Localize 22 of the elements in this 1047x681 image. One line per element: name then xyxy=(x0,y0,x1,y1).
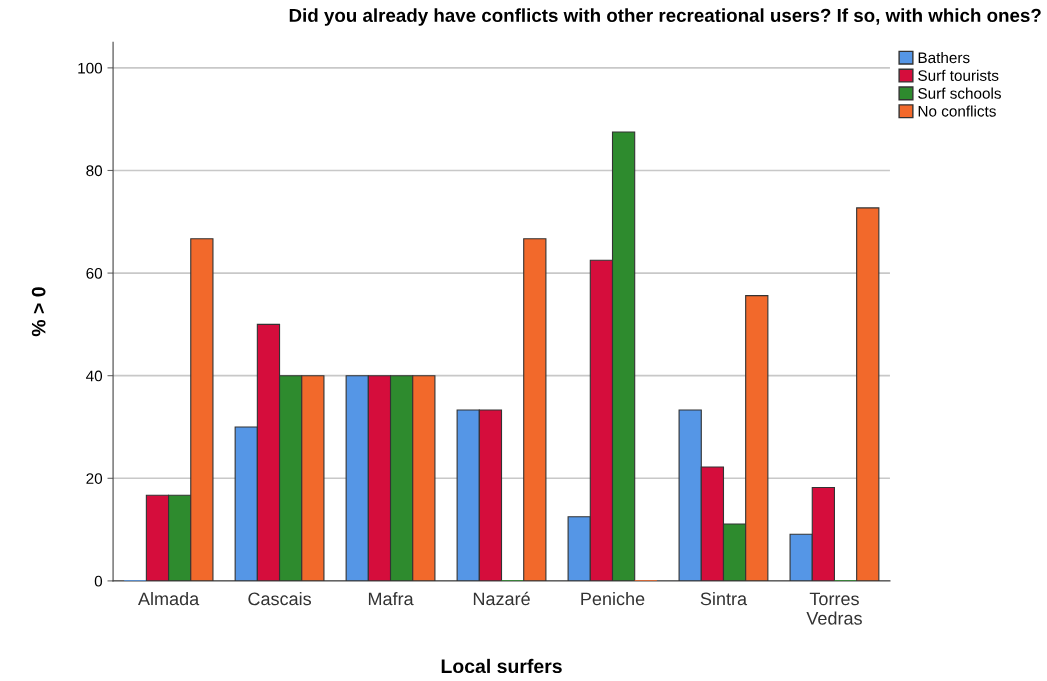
x-axis-title: Local surfers xyxy=(441,658,562,674)
x-tick-label: Almada xyxy=(138,592,200,606)
legend-label: No conflicts xyxy=(918,105,996,117)
legend-label: Surf tourists xyxy=(918,69,999,81)
y-axis-title: % > 0 xyxy=(31,287,46,337)
bar xyxy=(856,207,880,581)
x-tick-label: Mafra xyxy=(368,592,414,606)
y-tick-label: 40 xyxy=(86,370,103,382)
legend-label: Bathers xyxy=(918,51,970,64)
y-tick-label: 80 xyxy=(86,165,103,177)
y-tick-label: 20 xyxy=(86,473,103,484)
x-tick-label: Nazaré xyxy=(473,591,530,606)
x-tick-label: Peniche xyxy=(581,592,645,606)
y-tick-label: 100 xyxy=(78,62,103,74)
y-tick-label: 60 xyxy=(86,267,103,279)
legend-label: Surf schools xyxy=(918,87,1001,99)
chart-title: Did you already have conflicts with other recreational users? If so, with which ones? xyxy=(289,8,1041,26)
bar xyxy=(523,238,547,581)
x-tick-label: Torres Vedras xyxy=(806,592,862,625)
y-tick-label: 0 xyxy=(94,575,103,587)
x-tick-label: Sintra xyxy=(700,592,748,606)
x-tick-label: Cascais xyxy=(248,592,312,606)
